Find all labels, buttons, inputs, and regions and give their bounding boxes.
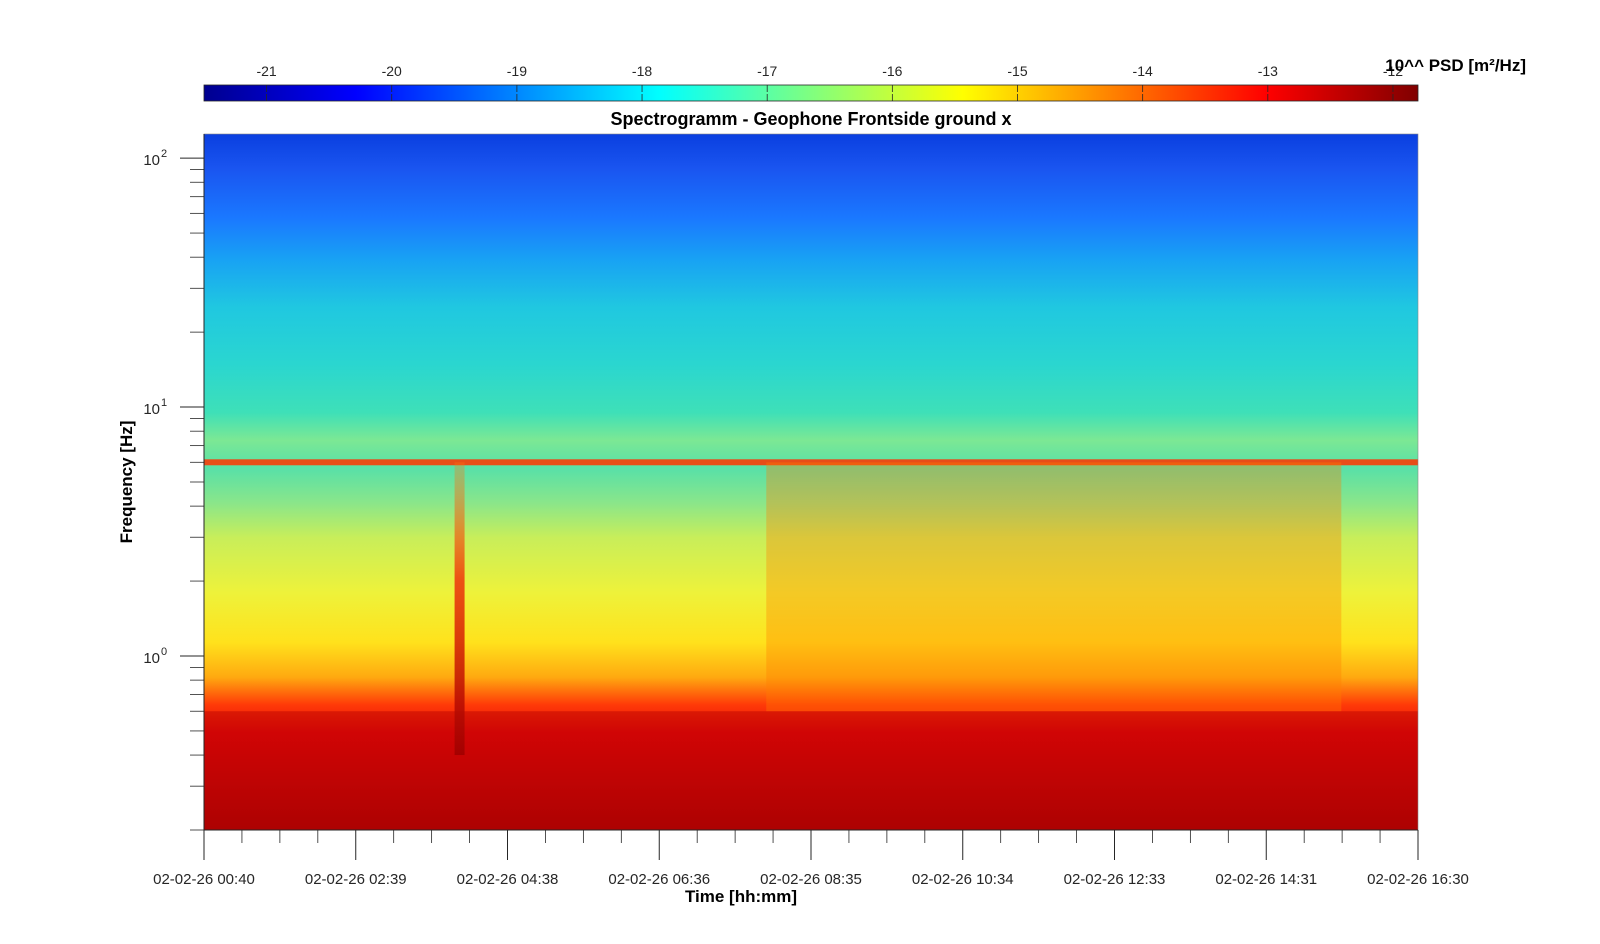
x-tick-label: 02-02-26 12:33 [1064, 871, 1166, 888]
colorbar-tick-label: -14 [1133, 63, 1153, 79]
spectrogram-image [204, 134, 1418, 830]
colorbar-gradient [203, 84, 1419, 102]
y-axis-label: Frequency [Hz] [117, 421, 136, 544]
x-axis-label: Time [hh:mm] [685, 887, 797, 906]
chart-title: Spectrogramm - Geophone Frontside ground… [610, 109, 1011, 129]
y-tick-label: 10 [143, 152, 160, 169]
plot-area [203, 133, 1419, 831]
colorbar-tick-label: -12 [1383, 63, 1403, 79]
colorbar-tick-label: -21 [256, 63, 276, 79]
colorbar-label: 10^^ PSD [m²/Hz] [1385, 56, 1526, 75]
spectral-features [204, 459, 1418, 830]
y-tick-exponent: 0 [161, 646, 167, 658]
colorbar-tick-label: -16 [882, 63, 902, 79]
y-tick-label: 10 [143, 650, 160, 667]
x-axis-ticks: 02-02-26 00:40 02-02-26 02:39 02-02-26 04:… [153, 830, 1469, 888]
transient-burst [454, 462, 465, 756]
colorbar: -21 -20 -19 -18 -17 -16 -15 -14 -13 -12 10^^ PSD … [203, 56, 1526, 102]
colorbar-tick-label: -13 [1258, 63, 1278, 79]
y-tick-exponent: 1 [161, 397, 167, 409]
colorbar-tick-label: -17 [757, 63, 777, 79]
x-tick-label: 02-02-26 16:30 [1367, 871, 1469, 888]
x-tick-label: 02-02-26 08:35 [760, 871, 862, 888]
activity-region [766, 462, 1342, 712]
x-axis: 02-02-26 00:40 02-02-26 02:39 02-02-26 04:… [153, 829, 1469, 906]
x-tick-label: 02-02-26 14:31 [1215, 871, 1317, 888]
x-tick-label: 02-02-26 10:34 [912, 871, 1014, 888]
colorbar-tick-label: -20 [382, 63, 402, 79]
x-tick-label: 02-02-26 00:40 [153, 871, 255, 888]
x-tick-label: 02-02-26 06:36 [608, 871, 710, 888]
x-tick-label: 02-02-26 02:39 [305, 871, 407, 888]
colorbar-tick-label: -18 [632, 63, 652, 79]
low-frequency-band [204, 711, 1418, 830]
colorbar-tick-label: -19 [507, 63, 527, 79]
colorbar-ticks: -21 -20 -19 -18 -17 -16 -15 -14 -13 -12 [256, 63, 1403, 101]
y-tick-exponent: 2 [161, 148, 167, 160]
x-tick-label: 02-02-26 04:38 [457, 871, 559, 888]
spectral-line-6hz [204, 459, 1418, 466]
colorbar-tick-label: -15 [1007, 63, 1027, 79]
y-tick-label: 10 [143, 401, 160, 418]
